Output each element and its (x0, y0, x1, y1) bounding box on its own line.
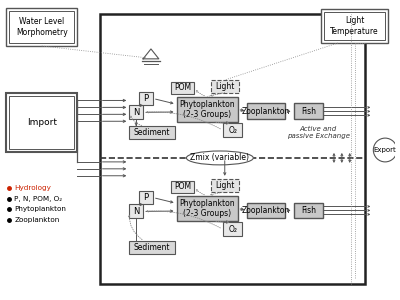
Ellipse shape (186, 151, 253, 165)
Text: Zooplankton: Zooplankton (242, 206, 290, 215)
Text: Phytoplankton: Phytoplankton (14, 206, 66, 212)
FancyBboxPatch shape (6, 92, 77, 152)
Text: Fish: Fish (301, 107, 316, 116)
Text: Active and
passive Exchange: Active and passive Exchange (287, 126, 350, 139)
FancyBboxPatch shape (171, 181, 194, 193)
Circle shape (373, 138, 397, 162)
Text: Sediment: Sediment (134, 128, 170, 137)
FancyBboxPatch shape (247, 202, 285, 218)
Text: Import: Import (27, 118, 57, 127)
FancyBboxPatch shape (129, 205, 143, 218)
FancyBboxPatch shape (171, 82, 194, 94)
Text: Zmix (variable): Zmix (variable) (190, 153, 249, 162)
FancyBboxPatch shape (247, 103, 285, 119)
Text: P, N, POM, O₂: P, N, POM, O₂ (14, 196, 62, 202)
Text: Sediment: Sediment (134, 243, 170, 252)
FancyBboxPatch shape (9, 95, 74, 149)
FancyBboxPatch shape (211, 179, 238, 192)
Text: Phytoplankton
(2-3 Groups): Phytoplankton (2-3 Groups) (179, 199, 235, 218)
Text: POM: POM (174, 83, 191, 92)
Text: N: N (133, 207, 139, 216)
FancyBboxPatch shape (324, 12, 385, 40)
Text: P: P (144, 94, 148, 103)
Text: O₂: O₂ (228, 126, 237, 135)
FancyBboxPatch shape (6, 8, 77, 46)
FancyBboxPatch shape (176, 97, 238, 122)
Text: Export: Export (374, 147, 396, 153)
FancyBboxPatch shape (139, 190, 153, 205)
Text: Light
Temperature: Light Temperature (330, 16, 379, 36)
Text: Zooplankton: Zooplankton (14, 217, 60, 223)
Text: Light: Light (215, 82, 234, 91)
FancyBboxPatch shape (129, 241, 174, 254)
Text: Zooplankton: Zooplankton (242, 107, 290, 116)
Text: N: N (133, 108, 139, 117)
Text: Water Level
Morphometry: Water Level Morphometry (16, 17, 68, 37)
FancyBboxPatch shape (223, 123, 242, 137)
Text: O₂: O₂ (228, 225, 237, 234)
Text: POM: POM (174, 182, 191, 191)
FancyBboxPatch shape (211, 80, 238, 92)
Bar (100, 14, 366, 284)
FancyBboxPatch shape (9, 11, 74, 43)
FancyBboxPatch shape (223, 222, 242, 236)
Text: Fish: Fish (301, 206, 316, 215)
FancyBboxPatch shape (176, 196, 238, 221)
FancyBboxPatch shape (139, 92, 153, 105)
Text: Hydrology: Hydrology (14, 184, 51, 190)
FancyBboxPatch shape (129, 126, 174, 139)
Text: Phytoplankton
(2-3 Groups): Phytoplankton (2-3 Groups) (179, 100, 235, 119)
FancyBboxPatch shape (321, 9, 388, 43)
FancyBboxPatch shape (294, 103, 323, 119)
Text: Light: Light (215, 181, 234, 190)
FancyBboxPatch shape (129, 105, 143, 119)
Text: P: P (144, 193, 148, 202)
FancyBboxPatch shape (294, 202, 323, 218)
